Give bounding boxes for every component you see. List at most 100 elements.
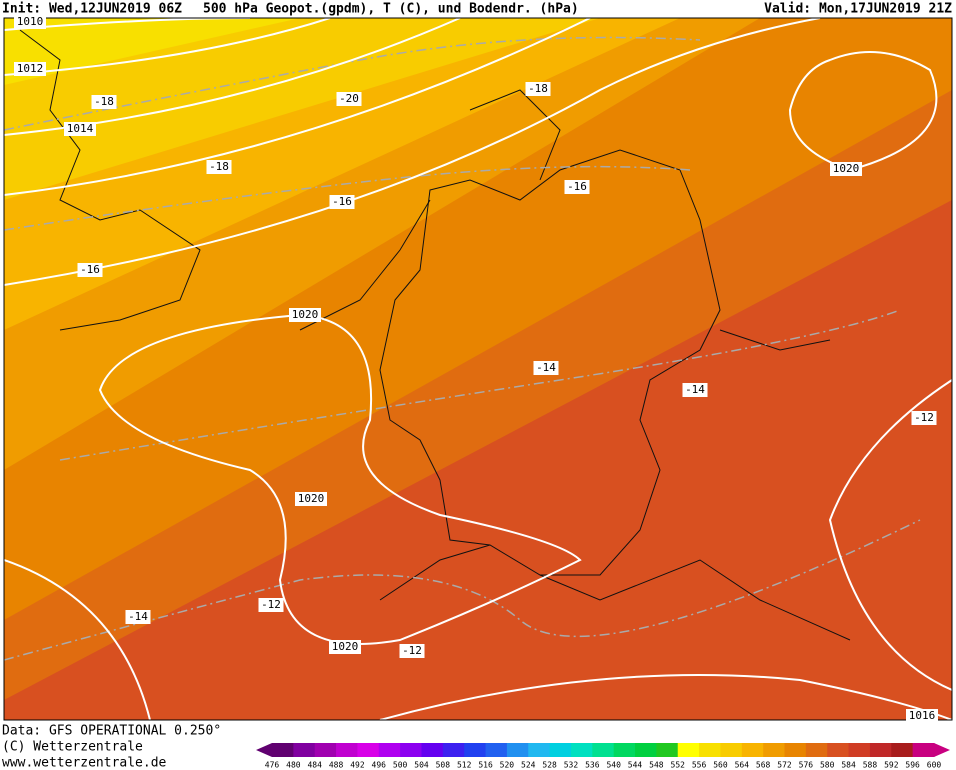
contour-label-box [336, 92, 362, 106]
colorbar-swatch [656, 743, 679, 757]
colorbar-swatch [570, 743, 593, 757]
pressure-contours [4, 18, 952, 720]
colorbar-swatch [485, 743, 508, 757]
contour-label-box [329, 640, 361, 654]
contour-label: 1020 [298, 492, 325, 505]
contour-label: -12 [914, 411, 934, 424]
colorbar-swatch [421, 743, 444, 757]
contour-label: -12 [261, 598, 281, 611]
colorbar-swatch [314, 743, 337, 757]
colorbar-swatch [336, 743, 358, 757]
colorbar-swatch [400, 743, 422, 757]
website: www.wetterzentrale.de [2, 756, 167, 770]
colorbar-label: 556 [692, 761, 707, 770]
colorbar-label: 580 [820, 761, 835, 770]
map-title: 500 hPa Geopot.(gpdm), T (C), und Bodend… [203, 2, 579, 17]
colorbar-label: 476 [265, 761, 280, 770]
colorbar-label: 496 [372, 761, 387, 770]
contour-label-box [911, 411, 937, 425]
colorbar-swatch [699, 743, 721, 757]
copyright: (C) Wetterzentrale [2, 740, 143, 755]
colorbar-label: 592 [884, 761, 899, 770]
colorbar-swatch [869, 743, 892, 757]
colorbar-swatch [720, 743, 743, 757]
contour-label-box [525, 82, 551, 96]
colorbar-label: 564 [735, 761, 750, 770]
colorbar-label: 528 [542, 761, 557, 770]
contour-label-box [399, 644, 425, 658]
colorbar-label: 548 [649, 761, 664, 770]
colorbar-label: 504 [414, 761, 429, 770]
colorbar-label: 492 [350, 761, 365, 770]
contour-label: 1010 [17, 15, 44, 28]
colorbar-label: 484 [307, 761, 322, 770]
contour-label: 1020 [332, 640, 359, 653]
data-source: Data: GFS OPERATIONAL 0.250° [2, 724, 221, 739]
colorbar-label: 600 [927, 761, 942, 770]
colorbar-swatch [357, 743, 380, 757]
contour-label: -20 [339, 92, 359, 105]
colorbar-label: 552 [671, 761, 686, 770]
colorbar-end [256, 743, 272, 757]
contour-label-box [295, 492, 327, 506]
colorbar-label: 512 [457, 761, 472, 770]
contour-label: -14 [128, 610, 148, 623]
colorbar-swatch [592, 743, 615, 757]
colorbar-swatch [741, 743, 764, 757]
contour-label: -14 [536, 361, 556, 374]
colorbar-label: 540 [606, 761, 621, 770]
temperature-contours [4, 36, 921, 661]
contour-label-box [77, 263, 103, 277]
colorbar: 476 480 484 488 492 496 500 504 508 512 516 520 524 5… [256, 743, 950, 770]
contour-label: -18 [528, 82, 548, 95]
colorbar-label: 544 [628, 761, 643, 770]
colorbar-label: 532 [564, 761, 579, 770]
contour-label-box [329, 195, 355, 209]
colorbar-swatch [763, 743, 786, 757]
contour-label-box [682, 383, 708, 397]
colorbar-label: 480 [286, 761, 301, 770]
contour-label: 1020 [833, 162, 860, 175]
colorbar-swatch [635, 743, 657, 757]
borders [19, 29, 851, 641]
contour-label-box [564, 180, 590, 194]
contour-label-box [906, 709, 938, 723]
contour-label-box [14, 62, 46, 76]
colorbar-label: 500 [393, 761, 408, 770]
init-time: Init: Wed,12JUN2019 06Z [2, 2, 182, 17]
map [4, 18, 952, 720]
contour-label-box [533, 361, 559, 375]
contour-label-box [14, 15, 46, 29]
contour-label: 1020 [292, 308, 319, 321]
colorbar-label: 560 [713, 761, 728, 770]
colorbar-swatch [293, 743, 316, 757]
contour-label: 1014 [67, 122, 94, 135]
colorbar-swatch [528, 743, 551, 757]
valid-time: Valid: Mon,17JUN2019 21Z [764, 2, 952, 17]
contour-label: 1016 [909, 709, 936, 722]
contour-labels: 1010 1012 1014 -18 -20 -18 -18 -16 -16 -16 1020 102… [14, 15, 938, 723]
colorbar-label: 572 [777, 761, 792, 770]
colorbar-label: 524 [521, 761, 536, 770]
colorbar-label: 508 [436, 761, 451, 770]
colorbar-label: 584 [841, 761, 856, 770]
contour-label-box [64, 122, 96, 136]
contour-label: -12 [402, 644, 422, 657]
contour-label-box [125, 610, 151, 624]
colorbar-swatch [912, 743, 935, 757]
contour-label: -18 [94, 95, 114, 108]
contour-label-box [206, 160, 232, 174]
colorbar-label: 588 [863, 761, 878, 770]
colorbar-swatch [506, 743, 529, 757]
colorbar-label: 596 [905, 761, 920, 770]
colorbar-swatch [613, 743, 636, 757]
colorbar-label: 516 [478, 761, 493, 770]
colorbar-label: 536 [585, 761, 600, 770]
contour-label: -16 [332, 195, 352, 208]
contour-label: -18 [209, 160, 229, 173]
contour-label-box [289, 308, 321, 322]
contour-label: -16 [567, 180, 587, 193]
colorbar-swatch [464, 743, 487, 757]
colorbar-swatch [677, 743, 700, 757]
